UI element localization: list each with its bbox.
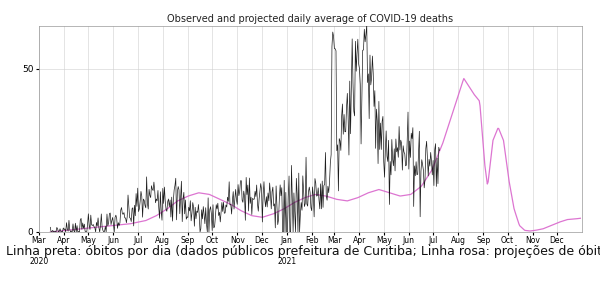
Text: 2021: 2021 xyxy=(277,257,296,266)
Text: Linha preta: óbitos por dia (dados públicos prefeitura de Curitiba; Linha rosa: : Linha preta: óbitos por dia (dados públi… xyxy=(6,245,600,258)
Text: 2020: 2020 xyxy=(29,257,49,266)
Title: Observed and projected daily average of COVID-19 deaths: Observed and projected daily average of … xyxy=(167,14,454,24)
